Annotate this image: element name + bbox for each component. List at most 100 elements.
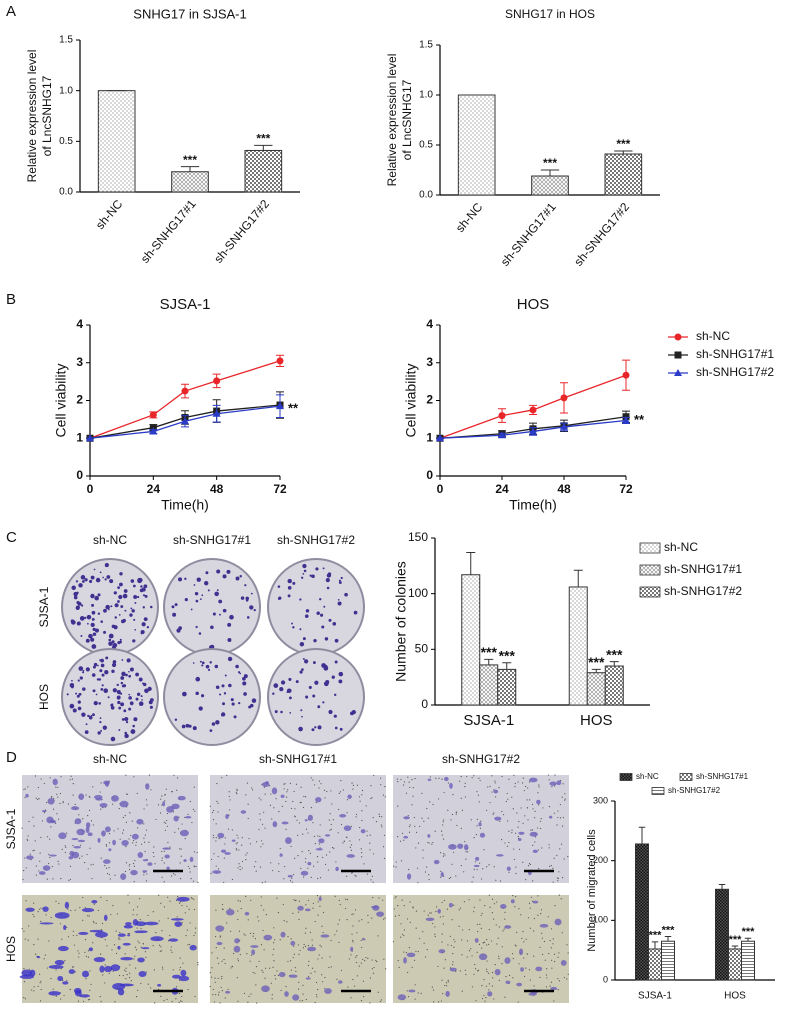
pore [32,914,34,916]
pore [480,820,482,822]
colony-plate [267,648,365,746]
colony [122,618,126,623]
pore [326,790,328,793]
pore [501,810,503,813]
pore [305,828,308,830]
pore [411,804,413,806]
pore [163,1000,165,1002]
colony [245,596,250,601]
significance: *** [588,654,605,670]
pore [136,927,138,929]
pore [483,979,485,981]
pore [371,917,373,919]
pore [508,871,510,873]
pore [194,927,197,929]
pore [249,932,252,934]
pore [382,846,385,848]
pore [429,776,431,778]
colony [91,603,95,607]
pore [82,919,84,921]
cell [63,925,67,931]
colony [334,660,338,664]
colony [101,684,104,687]
cell [244,911,250,916]
pore [350,849,353,851]
pore [68,879,70,881]
colony [140,695,143,698]
colony [316,611,320,615]
pore [67,936,69,938]
pore [196,851,198,854]
pore [423,942,425,944]
cell [406,952,416,958]
pore [258,960,260,963]
pore [526,799,528,801]
colony [287,586,292,590]
cell [212,870,222,874]
colony [224,674,227,677]
pore [163,862,165,864]
cell [427,834,431,838]
pore [293,873,295,876]
cell [91,900,98,904]
pore [458,909,460,911]
pore [300,786,302,788]
pore [100,857,102,859]
cell [307,861,312,866]
colony [243,674,248,679]
pore [473,775,475,777]
pore [382,899,384,901]
pore [210,976,213,978]
pore [298,918,300,921]
pore [104,982,106,984]
pore [39,860,41,862]
pore [245,895,247,897]
pore [504,918,506,920]
pore [441,834,443,836]
cell [554,918,562,926]
pore [489,906,491,908]
pore [294,967,296,969]
cell [324,834,331,837]
pore [491,898,494,900]
cell [85,822,91,829]
colony [219,693,222,696]
cell [532,900,539,904]
cell [529,831,538,837]
pore [532,880,534,882]
colony [84,730,89,734]
pore [23,930,25,932]
cell [95,798,104,801]
pore [112,970,114,972]
pore [184,912,186,914]
colony [174,603,178,606]
colony [97,612,101,615]
pore [37,938,39,940]
pore [35,865,37,867]
colony [91,617,95,621]
pore [236,977,238,979]
pore [114,874,116,876]
cell [185,815,192,819]
colony [130,579,135,583]
pore [257,916,259,918]
pore [315,994,318,996]
pore [333,847,335,849]
cell [97,837,101,843]
pore [558,952,560,954]
pore [513,848,515,850]
pore [430,912,432,914]
x-tick-label: 24 [495,482,509,496]
pore [181,922,183,924]
pore [167,896,169,898]
pore [285,985,287,988]
colony [111,640,115,644]
cell [516,982,523,987]
pore [64,845,66,847]
pore [191,821,193,824]
pore [172,969,174,971]
colony [117,586,121,590]
pore [119,938,121,940]
pore [161,850,163,853]
colony [105,656,109,660]
